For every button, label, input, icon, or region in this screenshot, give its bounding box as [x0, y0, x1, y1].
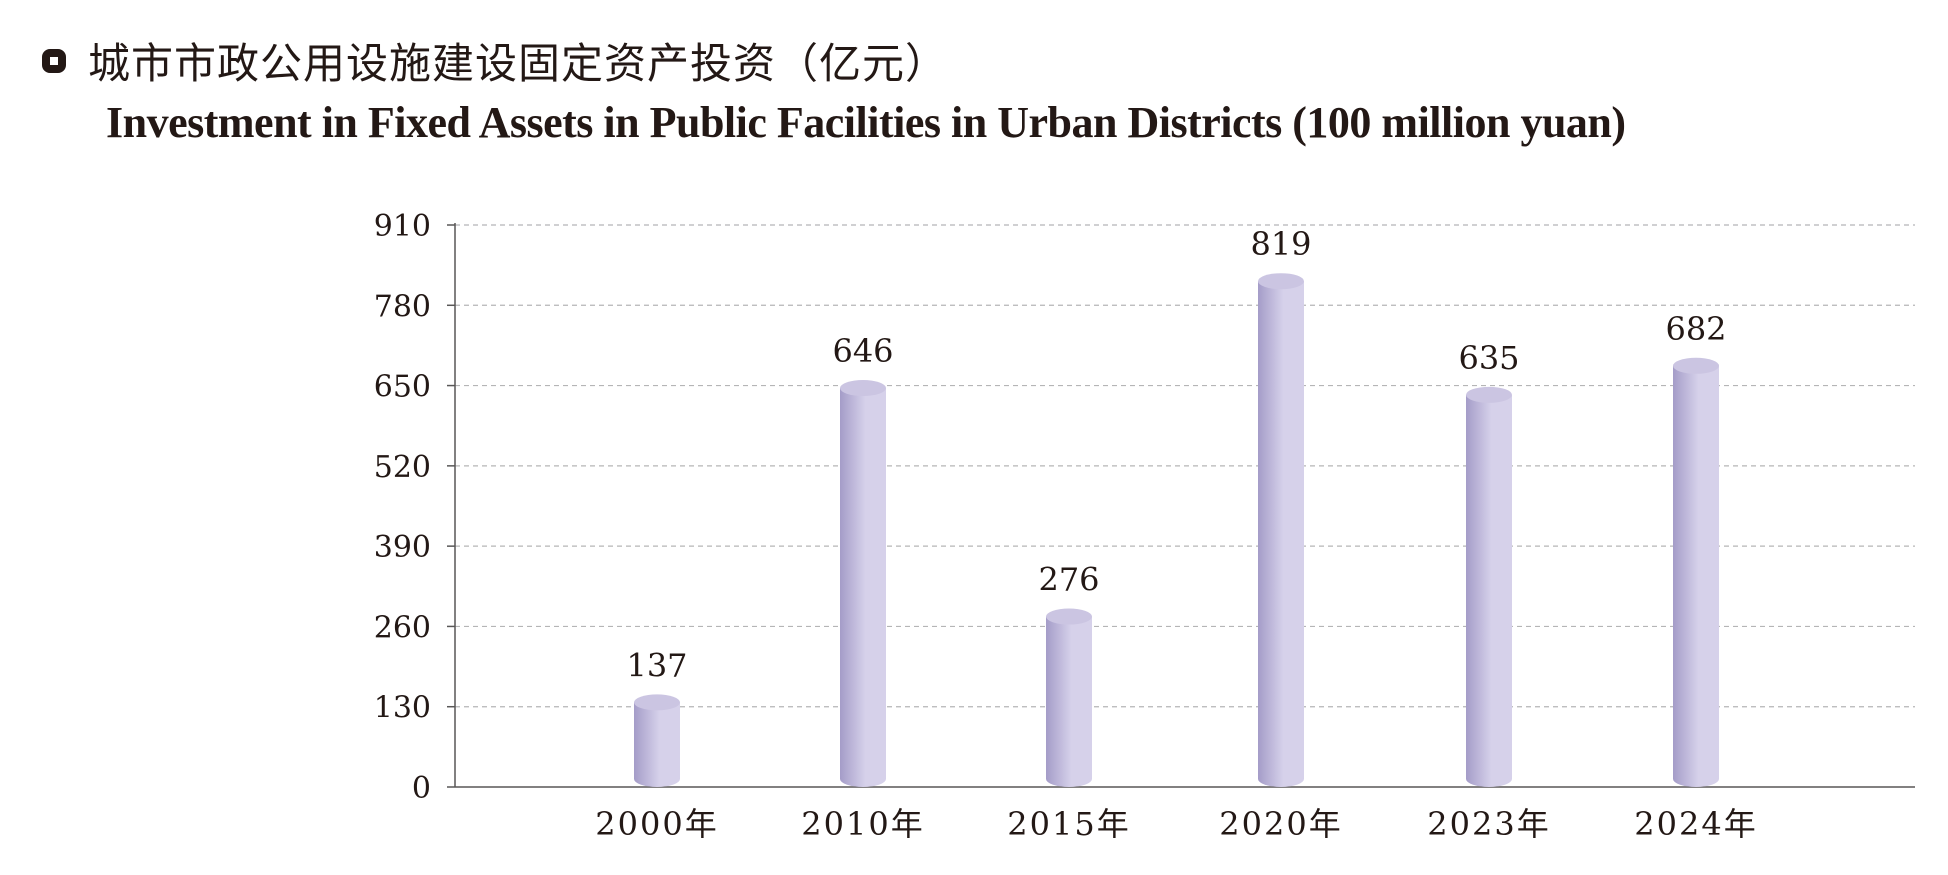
chart-title-english: Investment in Fixed Assets in Public Fac…	[106, 98, 1626, 147]
x-tick-label: 2024年	[1634, 805, 1757, 843]
bar	[840, 388, 886, 787]
x-tick-label: 2015年	[1007, 805, 1130, 843]
bar-top	[1046, 608, 1092, 625]
bar	[1258, 281, 1304, 787]
data-label: 137	[626, 646, 687, 684]
x-tick-label: 2020年	[1219, 805, 1342, 843]
y-tick-label: 910	[374, 209, 431, 244]
bar-top	[840, 380, 886, 397]
bar-top	[634, 694, 680, 711]
chart-title-chinese: 城市市政公用设施建设固定资产投资（亿元）	[88, 39, 949, 88]
data-label: 646	[832, 332, 893, 370]
data-label: 276	[1038, 561, 1099, 599]
bar-top	[1258, 273, 1304, 290]
y-tick-label: 390	[374, 530, 431, 565]
y-tick-label: 780	[374, 289, 431, 324]
bar-top	[1466, 386, 1512, 403]
y-tick-label: 0	[412, 771, 431, 806]
y-tick-label: 130	[374, 691, 431, 726]
bar	[1046, 616, 1092, 787]
bar	[634, 702, 680, 787]
bar	[1466, 394, 1512, 787]
square-bullet-icon	[42, 48, 66, 73]
bar	[1673, 365, 1719, 787]
y-tick-label: 260	[374, 610, 431, 645]
data-label: 819	[1250, 225, 1311, 263]
x-tick-label: 2023年	[1427, 805, 1550, 843]
data-label: 682	[1665, 310, 1726, 348]
y-tick-label: 520	[374, 450, 431, 485]
data-label: 635	[1458, 339, 1519, 377]
chart-title-block: 城市市政公用设施建设固定资产投资（亿元） Investment in Fixed…	[42, 30, 1626, 148]
x-tick-label: 2010年	[801, 805, 924, 843]
x-tick-label: 2000年	[595, 805, 718, 843]
bar-top	[1673, 357, 1719, 374]
title-row: 城市市政公用设施建设固定资产投资（亿元）	[42, 30, 1626, 91]
y-tick-label: 650	[374, 370, 431, 405]
